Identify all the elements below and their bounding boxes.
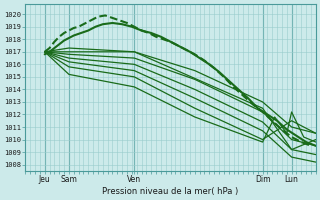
X-axis label: Pression niveau de la mer( hPa ): Pression niveau de la mer( hPa ) [102, 187, 239, 196]
